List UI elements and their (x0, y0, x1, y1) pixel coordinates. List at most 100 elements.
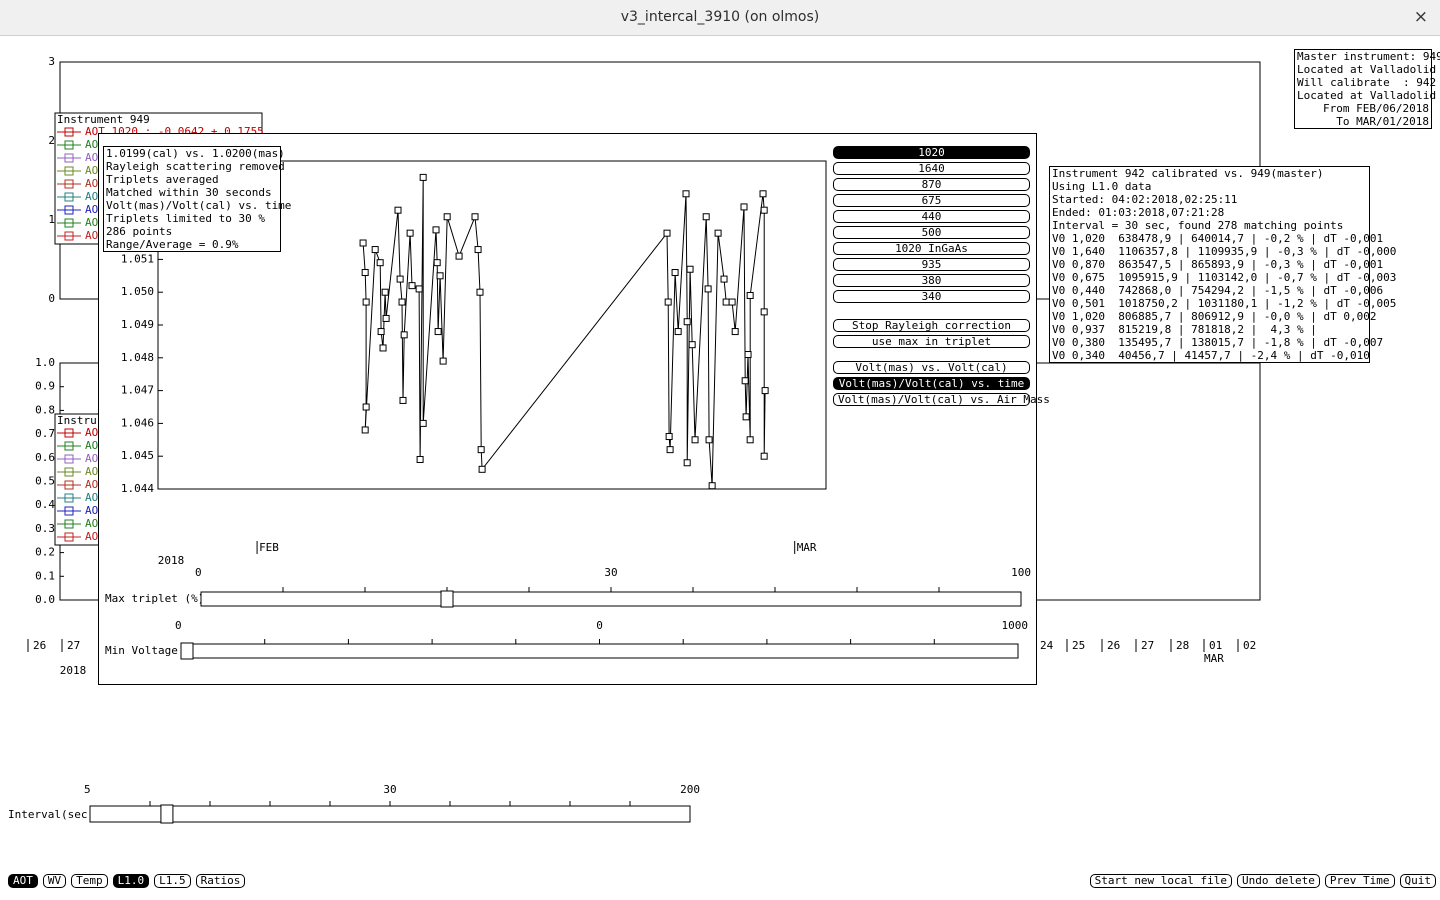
y-tick-label: 1.051 (121, 252, 154, 265)
data-point (722, 298, 730, 306)
data-point (741, 377, 749, 385)
slider-min: 0 (195, 566, 202, 579)
button[interactable]: use max in triplet (833, 335, 1030, 348)
y-tick-label: 0.3 (35, 522, 55, 535)
data-point (419, 419, 427, 427)
button[interactable]: 675 (833, 194, 1030, 207)
button[interactable]: Stop Rayleigh correction (833, 319, 1030, 332)
data-point (708, 482, 716, 490)
data-point (760, 452, 768, 460)
legend-marker (64, 231, 74, 241)
calibration-line: Started: 04:02:2018,02:25:11 (1052, 193, 1238, 206)
info-line: 286 points (106, 225, 173, 238)
legend-marker (64, 532, 74, 542)
y-tick-label: 1.045 (121, 449, 154, 462)
data-point (682, 190, 690, 198)
slider-label: Min Voltage (105, 644, 178, 657)
data-point (686, 265, 694, 273)
data-point (740, 203, 748, 211)
data-point (455, 252, 463, 260)
y-tick-label: 0.7 (35, 427, 55, 440)
data-point (416, 455, 424, 463)
window-title: v3_intercal_3910 (on olmos) (620, 9, 820, 25)
button[interactable]: 1020 InGaAs (833, 242, 1030, 255)
y-tick-label: 0.6 (35, 451, 55, 464)
data-point (476, 288, 484, 296)
legend-marker (64, 166, 74, 176)
data-point (379, 344, 387, 352)
button[interactable]: Start new local file (1089, 874, 1233, 888)
button[interactable]: 1020 (833, 146, 1030, 159)
legend-label: AO (85, 504, 98, 517)
master-line: Will calibrate : 942 (1297, 76, 1437, 89)
legend-marker (64, 480, 74, 490)
data-point (702, 213, 710, 221)
button[interactable]: 1640 (833, 162, 1030, 175)
close-button[interactable]: × (1413, 7, 1428, 27)
data-point (434, 328, 442, 336)
y-tick-label: 0.8 (35, 403, 55, 416)
data-point (746, 436, 754, 444)
button[interactable]: 440 (833, 210, 1030, 223)
data-point (361, 269, 369, 277)
legend-marker (64, 218, 74, 228)
info-line: Triplets averaged (106, 173, 219, 186)
data-point (382, 314, 390, 322)
legend-label: AO (85, 517, 98, 530)
data-point (408, 282, 416, 290)
button[interactable]: Ratios (195, 874, 246, 888)
y-tick-label: 0.5 (35, 475, 55, 488)
month-label: MAR (1204, 652, 1224, 665)
data-point (705, 436, 713, 444)
button[interactable]: Prev Time (1324, 874, 1395, 888)
button[interactable]: Undo delete (1237, 874, 1320, 888)
x-tick-label: 28 (1176, 639, 1189, 652)
year-label: 2018 (60, 664, 87, 677)
button[interactable]: Volt(mas)/Volt(cal) vs. Air Mass (833, 393, 1050, 406)
data-point (704, 285, 712, 293)
button[interactable]: AOT (8, 874, 38, 888)
legend-title: Instru (57, 414, 97, 427)
legend-marker (64, 192, 74, 202)
button[interactable]: Volt(mas)/Volt(cal) vs. time (833, 377, 1030, 390)
button[interactable]: 380 (833, 274, 1030, 287)
button[interactable]: WV (42, 874, 67, 888)
data-point (381, 288, 389, 296)
slider-max: 100 (1011, 566, 1031, 579)
y-tick-label: 3 (48, 55, 55, 68)
data-point (377, 328, 385, 336)
data-point (714, 229, 722, 237)
y-tick-label: 1 (48, 213, 55, 226)
button[interactable]: Temp (71, 874, 108, 888)
info-line: Range/Average = 0.9% (106, 238, 239, 251)
button[interactable]: 870 (833, 178, 1030, 191)
info-line: Volt(mas)/Volt(cal) vs. time (106, 199, 292, 212)
button[interactable]: Volt(mas) vs. Volt(cal) (833, 361, 1030, 374)
button[interactable]: L1.0 (112, 874, 150, 888)
slider-value: 30 (383, 783, 396, 796)
button[interactable]: 340 (833, 290, 1030, 303)
data-point (759, 190, 767, 198)
y-tick-label: 2 (48, 134, 55, 147)
slider-track (180, 643, 1019, 659)
calibration-line: V0 0,937 815219,8 | 781818,2 | 4,3 % | (1052, 323, 1317, 336)
button[interactable]: 935 (833, 258, 1030, 271)
slider-thumb (180, 642, 194, 660)
x-tick-label: 27 (67, 639, 80, 652)
plot-buttons: Volt(mas) vs. Volt(cal) Volt(mas)/Volt(ca… (833, 361, 1050, 409)
button[interactable]: 500 (833, 226, 1030, 239)
button[interactable]: Quit (1399, 874, 1436, 888)
data-point (394, 206, 402, 214)
legend-label: AO (85, 177, 98, 190)
y-tick-label: 1.047 (121, 384, 154, 397)
calibration-line: Interval = 30 sec, found 278 matching po… (1052, 219, 1344, 232)
legend-label: AO (85, 151, 98, 164)
y-tick-label: 0.2 (35, 546, 55, 559)
calibration-line: V0 1,640 1106357,8 | 1109935,9 | -0,3 % … (1052, 245, 1397, 258)
data-point (362, 298, 370, 306)
data-point (400, 331, 408, 339)
button[interactable]: L1.5 (154, 874, 191, 888)
y-tick-label: 0.4 (35, 498, 55, 511)
